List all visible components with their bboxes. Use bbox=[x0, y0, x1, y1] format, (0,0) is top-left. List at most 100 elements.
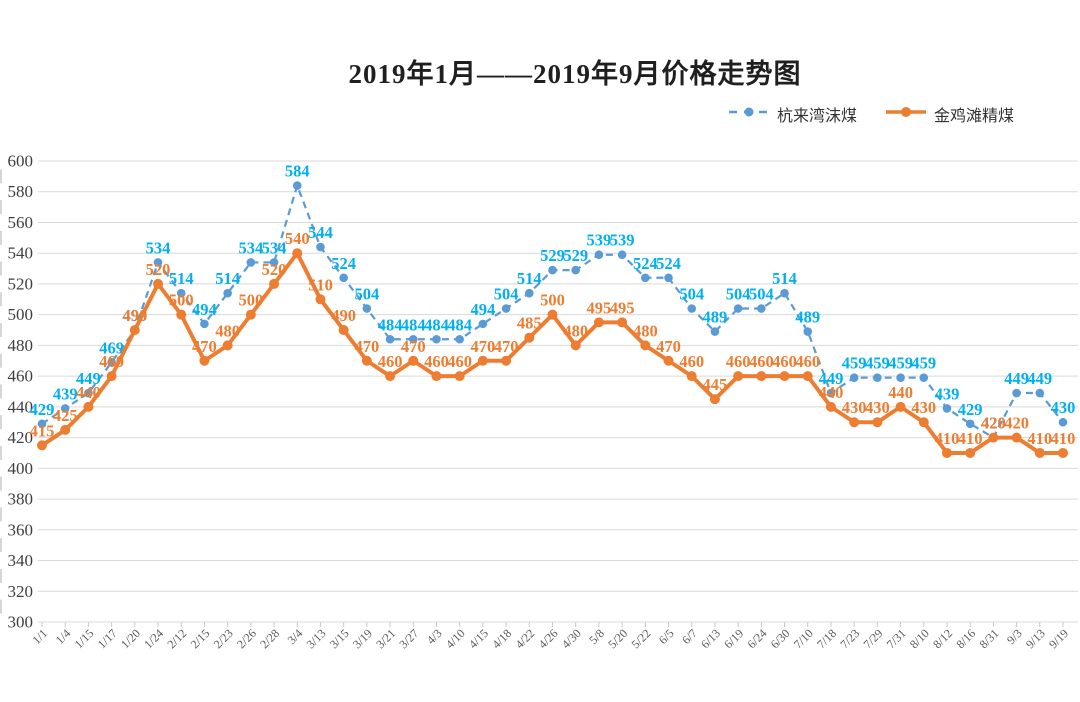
data-label: 484 bbox=[378, 315, 403, 334]
x-axis-label: 5/8 bbox=[586, 626, 607, 647]
data-label: 484 bbox=[424, 315, 449, 334]
data-label: 410 bbox=[935, 429, 960, 448]
data-point bbox=[292, 248, 303, 259]
data-point bbox=[338, 325, 349, 336]
data-point bbox=[918, 417, 929, 428]
x-axis-label: 4/10 bbox=[443, 626, 468, 651]
y-axis-label: 300 bbox=[8, 613, 34, 632]
x-axis-label: 9/13 bbox=[1023, 626, 1048, 651]
data-label: 514 bbox=[517, 269, 542, 288]
data-label: 529 bbox=[540, 246, 565, 265]
data-label: 460 bbox=[772, 352, 797, 371]
data-label: 524 bbox=[331, 254, 356, 273]
x-axis-label: 1/24 bbox=[141, 626, 166, 651]
data-point bbox=[454, 371, 465, 382]
data-point bbox=[919, 373, 929, 382]
data-point bbox=[710, 327, 720, 336]
data-point bbox=[84, 388, 93, 398]
x-axis-label: 4/30 bbox=[559, 626, 584, 651]
y-axis-label: 460 bbox=[8, 367, 34, 386]
y-axis-label: 400 bbox=[8, 459, 34, 478]
data-label: 484 bbox=[447, 315, 472, 334]
data-point bbox=[686, 371, 697, 382]
data-label: 460 bbox=[795, 352, 820, 371]
data-label: 420 bbox=[1004, 414, 1029, 433]
data-label: 439 bbox=[53, 384, 78, 403]
x-axis-label: 6/5 bbox=[656, 626, 677, 647]
y-axis-label: 380 bbox=[8, 490, 34, 509]
x-axis-label: 4/15 bbox=[466, 626, 491, 651]
data-point bbox=[570, 340, 581, 351]
data-label: 480 bbox=[563, 321, 588, 340]
data-label: 494 bbox=[192, 300, 217, 319]
data-label: 514 bbox=[215, 269, 240, 288]
x-axis-label: 3/13 bbox=[304, 626, 329, 651]
x-axis-label: 2/12 bbox=[164, 626, 189, 651]
data-point bbox=[222, 340, 233, 351]
data-point bbox=[873, 373, 882, 382]
data-label: 489 bbox=[795, 308, 820, 327]
data-point bbox=[641, 273, 650, 283]
data-label: 415 bbox=[30, 421, 55, 440]
data-point bbox=[315, 294, 326, 305]
data-label: 539 bbox=[610, 231, 635, 250]
data-label: 480 bbox=[633, 321, 658, 340]
data-label: 460 bbox=[726, 352, 751, 371]
x-axis-label: 3/27 bbox=[396, 626, 421, 651]
data-point bbox=[733, 304, 743, 313]
x-axis-label: 7/10 bbox=[791, 626, 816, 651]
data-point bbox=[361, 355, 372, 366]
y-axis-label: 340 bbox=[8, 551, 34, 570]
data-label: 504 bbox=[749, 285, 774, 304]
data-point bbox=[385, 334, 395, 344]
data-point bbox=[1035, 388, 1045, 398]
data-label: 544 bbox=[308, 223, 333, 242]
data-point bbox=[176, 288, 186, 298]
data-label: 495 bbox=[610, 298, 635, 317]
x-axis-label: 9/3 bbox=[1004, 626, 1025, 647]
data-point bbox=[1058, 447, 1068, 458]
data-label: 494 bbox=[471, 300, 496, 319]
data-label: 504 bbox=[354, 285, 379, 304]
data-point bbox=[37, 419, 47, 429]
data-point bbox=[594, 250, 604, 260]
data-point bbox=[60, 404, 70, 413]
x-axis-label: 3/4 bbox=[285, 626, 306, 647]
y-axis-label: 580 bbox=[8, 182, 34, 201]
data-label: 500 bbox=[169, 291, 194, 310]
data-point bbox=[965, 447, 976, 458]
x-axis-label: 4/3 bbox=[424, 626, 445, 647]
data-label: 584 bbox=[285, 162, 310, 181]
x-axis-label: 7/31 bbox=[884, 626, 909, 651]
x-axis-label: 1/4 bbox=[53, 626, 74, 647]
data-point bbox=[83, 401, 94, 412]
data-point bbox=[269, 258, 279, 267]
data-point bbox=[780, 288, 789, 298]
data-point bbox=[849, 373, 859, 382]
data-point bbox=[825, 401, 836, 412]
data-point bbox=[385, 371, 396, 382]
data-label: 510 bbox=[308, 275, 333, 294]
data-label: 520 bbox=[262, 260, 287, 279]
chart-title: 2019年1月——2019年9月价格走势图 bbox=[348, 59, 802, 89]
legend-item-hanglaiwan: 杭来湾沫煤 bbox=[728, 102, 857, 126]
data-label: 514 bbox=[772, 269, 797, 288]
data-label: 430 bbox=[865, 398, 890, 417]
data-point bbox=[1034, 447, 1045, 458]
data-label: 410 bbox=[1027, 429, 1052, 448]
data-point bbox=[941, 447, 952, 458]
y-axis-label: 560 bbox=[8, 213, 34, 232]
data-point bbox=[362, 304, 372, 313]
data-label: 539 bbox=[587, 231, 612, 250]
data-point bbox=[455, 334, 464, 344]
data-label: 470 bbox=[192, 337, 217, 356]
data-point bbox=[548, 265, 557, 275]
data-point bbox=[779, 371, 790, 382]
data-label: 534 bbox=[146, 238, 171, 257]
data-label: 460 bbox=[749, 352, 774, 371]
data-label: 430 bbox=[911, 398, 936, 417]
y-axis-label: 500 bbox=[8, 305, 34, 324]
data-point bbox=[153, 278, 164, 289]
x-axis-label: 1/17 bbox=[95, 626, 120, 651]
data-label: 460 bbox=[378, 352, 403, 371]
